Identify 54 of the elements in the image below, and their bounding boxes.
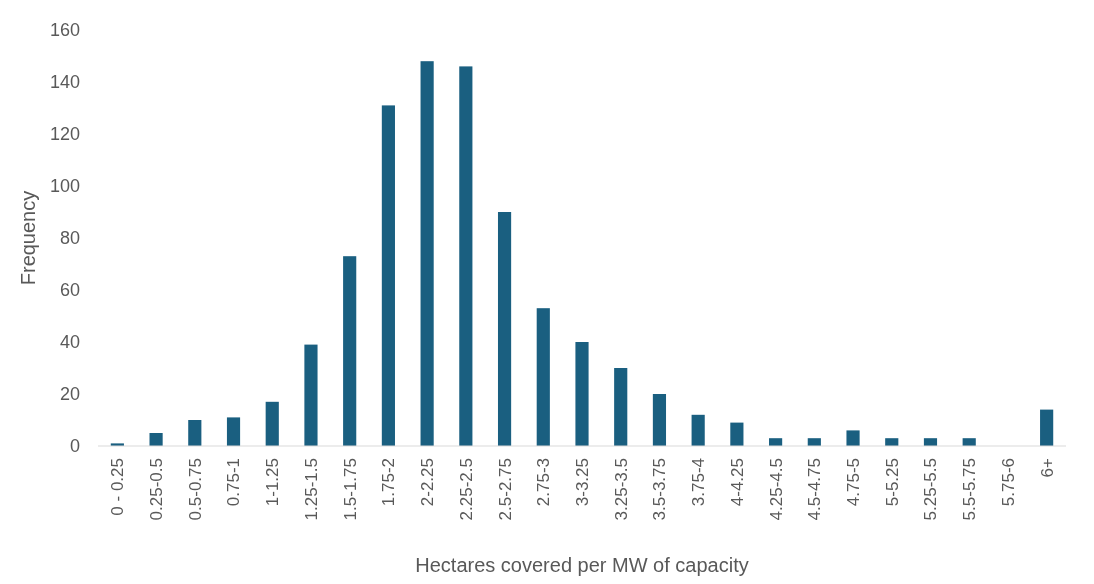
x-tick-label: 5-5.25 xyxy=(882,458,902,507)
x-tick-label: 0.25-0.5 xyxy=(147,458,167,521)
x-tick-label: 2.25-2.5 xyxy=(456,458,476,521)
x-tick-label: 3.5-3.75 xyxy=(650,458,670,521)
x-tick-label: 4.25-4.5 xyxy=(766,458,786,521)
bar xyxy=(1040,409,1054,446)
y-tick-label: 40 xyxy=(59,332,80,353)
bar xyxy=(652,394,667,446)
x-tick-label: 4.5-4.75 xyxy=(805,458,825,521)
bar xyxy=(614,368,628,446)
x-tick-label: 0.5-0.75 xyxy=(185,458,205,521)
x-tick-label: 2.75-3 xyxy=(534,458,554,507)
y-axis-title: Frequency xyxy=(17,190,39,286)
bar xyxy=(575,342,589,446)
y-tick-label: 0 xyxy=(69,436,80,457)
bar xyxy=(265,401,279,446)
x-tick-label: 2-2.25 xyxy=(418,458,438,507)
x-tick-label: 1.25-1.5 xyxy=(301,458,321,521)
x-tick-label: 2.5-2.75 xyxy=(495,458,515,521)
bar xyxy=(459,66,473,446)
x-tick-label: 5.5-5.75 xyxy=(960,458,980,521)
y-tick-label: 60 xyxy=(59,280,80,301)
y-tick-label: 100 xyxy=(49,176,80,197)
x-tick-label: 0 - 0.25 xyxy=(108,458,128,516)
bar xyxy=(343,256,357,446)
bar xyxy=(188,420,202,446)
y-tick-label: 160 xyxy=(49,20,80,41)
y-tick-label: 80 xyxy=(59,228,80,249)
bar xyxy=(846,430,860,446)
x-tick-label: 6+ xyxy=(1037,457,1057,478)
x-tick-label: 5.25-5.5 xyxy=(921,458,941,521)
y-tick-label: 20 xyxy=(59,384,80,405)
bar xyxy=(497,212,512,446)
x-tick-label: 1-1.25 xyxy=(263,458,283,507)
x-tick-label: 5.75-6 xyxy=(998,458,1018,507)
bar xyxy=(149,433,163,446)
bar xyxy=(691,414,705,446)
x-tick-label: 0.75-1 xyxy=(224,458,244,507)
bar xyxy=(381,105,395,446)
x-tick-label: 3-3.25 xyxy=(572,458,592,507)
bar xyxy=(420,61,434,446)
x-tick-label: 4.75-5 xyxy=(843,458,863,507)
bar xyxy=(304,344,318,446)
x-tick-label: 1.5-1.75 xyxy=(340,458,360,521)
x-tick-label: 3.25-3.5 xyxy=(611,458,631,521)
x-axis-title: Hectares covered per MW of capacity xyxy=(415,554,749,576)
x-tick-label: 3.75-4 xyxy=(689,458,709,507)
x-tick-label: 1.75-2 xyxy=(379,458,399,507)
bar xyxy=(730,422,744,446)
x-tick-label: 4-4.25 xyxy=(727,458,747,507)
bar xyxy=(536,308,550,446)
bar xyxy=(226,417,241,446)
y-tick-label: 120 xyxy=(49,124,80,145)
y-tick-label: 140 xyxy=(49,72,80,93)
